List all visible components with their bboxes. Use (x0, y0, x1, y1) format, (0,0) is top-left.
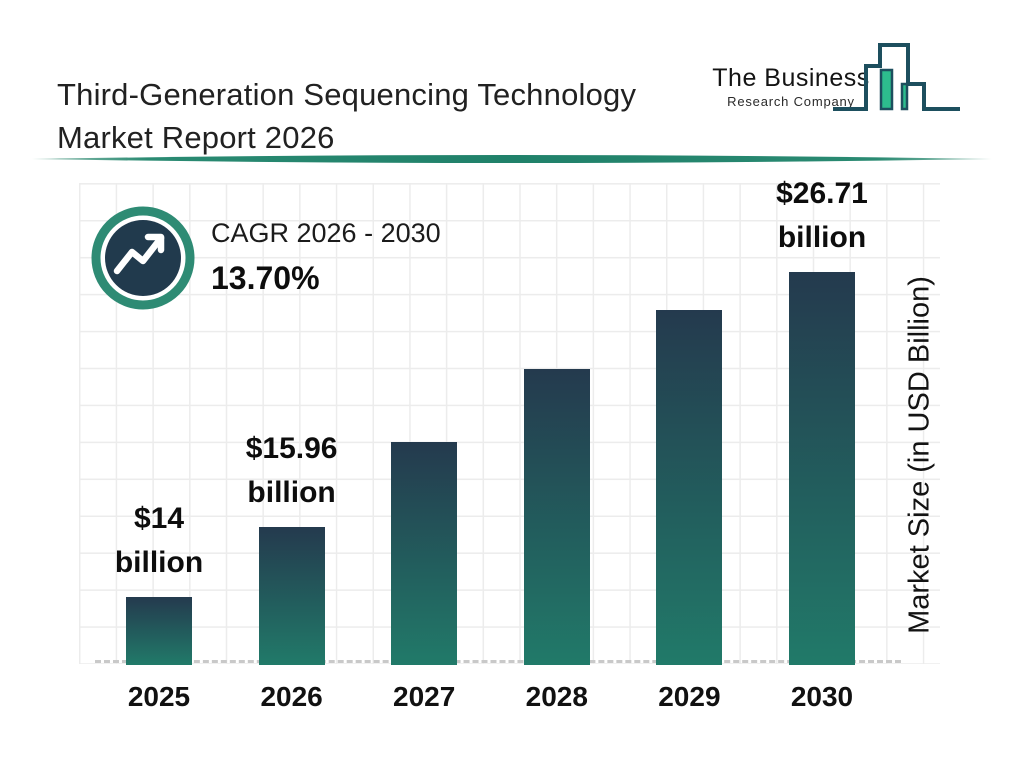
brand-tagline: Research Company (727, 94, 855, 109)
x-axis-baseline (95, 660, 901, 663)
bar-2029 (656, 310, 723, 665)
bar-value-line1: $26.71 (776, 177, 868, 210)
bar-value-label: $14 billion (49, 497, 269, 585)
bar-2026 (258, 527, 325, 665)
brand-text: The Business Research Company (710, 64, 872, 109)
bar-2030 (789, 272, 855, 665)
bar-2025 (126, 597, 192, 665)
bar-value-line2: billion (777, 221, 867, 254)
bar-value-line1: $14 (133, 502, 185, 535)
x-axis-label: 2028 (525, 681, 588, 712)
brand-logo: The Business Research Company (710, 28, 980, 124)
y-axis-title: Market Size (in USD Billion) (903, 276, 936, 634)
bar-value-label: $26.71 billion (712, 172, 932, 260)
x-axis-label: 2026 (260, 681, 323, 712)
x-axis-label: 2029 (658, 681, 721, 712)
bar-value-line1: $15.96 (245, 432, 338, 465)
trending-up-icon (91, 206, 195, 310)
cagr-label: CAGR 2026 - 2030 (211, 218, 441, 248)
title-divider (32, 155, 992, 163)
x-axis-label: 2025 (127, 681, 191, 712)
bar-2028 (523, 369, 590, 665)
bar-chart-logo-icon (833, 43, 960, 111)
bar-value-label: $15.96 billion (182, 427, 402, 515)
cagr-value: 13.70% (211, 260, 320, 296)
bar-value-line2: billion (114, 546, 204, 579)
x-axis-label: 2030 (790, 681, 854, 712)
bar-2027 (391, 442, 458, 665)
page-title: Third-Generation Sequencing Technology M… (57, 76, 637, 155)
bar-value-line2: billion (247, 476, 336, 509)
x-axis-label: 2027 (393, 681, 456, 712)
brand-name: The Business (712, 64, 870, 92)
